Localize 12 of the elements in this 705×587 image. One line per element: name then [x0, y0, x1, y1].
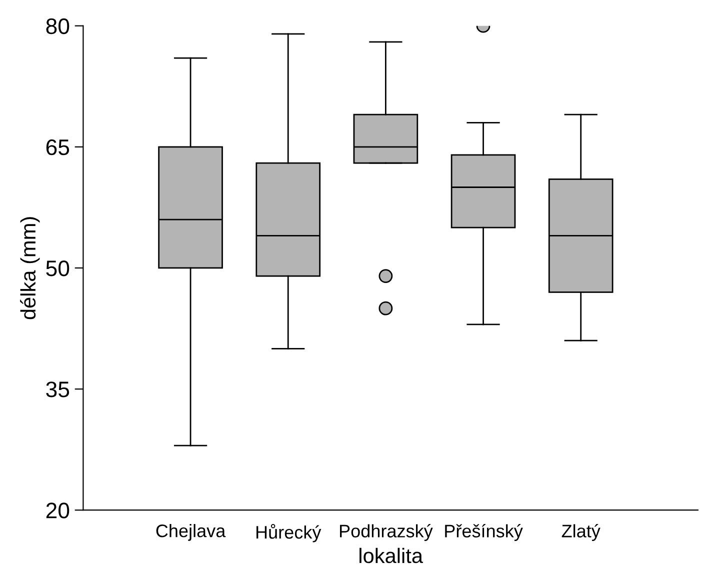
x-tick-label: Přešínský	[445, 524, 523, 542]
x-tick-label: Zlatý	[562, 524, 600, 542]
y-tick-label: 50	[46, 260, 70, 276]
x-axis-title: lokalita	[360, 548, 423, 564]
x-tick-label: Podhrazský	[340, 524, 433, 542]
y-tick-label: 35	[46, 382, 70, 398]
y-tick-label: 80	[46, 18, 70, 34]
y-tick-label: 20	[46, 502, 70, 518]
x-tick-label: Chejlava	[156, 524, 226, 541]
x-tick-label: Hůrecký	[256, 524, 322, 542]
y-axis-title: délka (mm)	[20, 217, 40, 320]
y-tick-label: 65	[46, 139, 70, 156]
